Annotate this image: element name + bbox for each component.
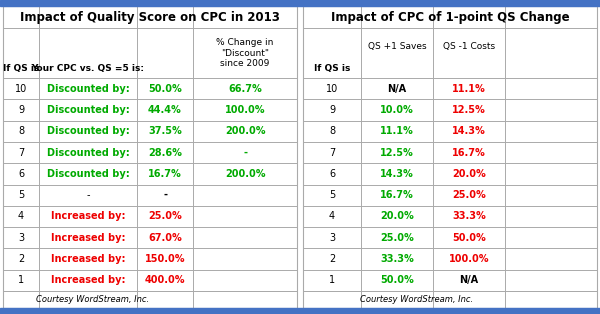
Text: 50.0%: 50.0% xyxy=(148,84,182,94)
Text: 67.0%: 67.0% xyxy=(148,233,182,243)
Text: 4: 4 xyxy=(18,211,24,221)
Text: Increased by:: Increased by: xyxy=(51,254,125,264)
Bar xyxy=(0,0,600,6)
Text: -: - xyxy=(86,190,90,200)
Text: 25.0%: 25.0% xyxy=(380,233,414,243)
Text: Courtesy WordStream, Inc.: Courtesy WordStream, Inc. xyxy=(361,295,473,304)
Text: 6: 6 xyxy=(18,169,24,179)
Text: 4: 4 xyxy=(329,211,335,221)
Text: 3: 3 xyxy=(329,233,335,243)
Text: 37.5%: 37.5% xyxy=(148,126,182,136)
Text: 100.0%: 100.0% xyxy=(449,254,489,264)
Bar xyxy=(303,6,597,308)
Text: If QS is: If QS is xyxy=(314,64,350,73)
Text: 400.0%: 400.0% xyxy=(145,275,185,285)
Text: 100.0%: 100.0% xyxy=(225,105,265,115)
Text: 50.0%: 50.0% xyxy=(380,275,414,285)
Text: N/A: N/A xyxy=(388,84,407,94)
Text: 20.0%: 20.0% xyxy=(452,169,486,179)
Text: 14.3%: 14.3% xyxy=(380,169,414,179)
Text: -: - xyxy=(243,148,247,158)
Text: 5: 5 xyxy=(329,190,335,200)
Text: 10: 10 xyxy=(326,84,338,94)
Text: Discounted by:: Discounted by: xyxy=(47,105,130,115)
Text: Courtesy WordStream, Inc.: Courtesy WordStream, Inc. xyxy=(37,295,149,304)
Text: 12.5%: 12.5% xyxy=(452,105,486,115)
Text: 8: 8 xyxy=(329,126,335,136)
Text: 200.0%: 200.0% xyxy=(225,126,265,136)
Text: 33.3%: 33.3% xyxy=(452,211,486,221)
Text: 12.5%: 12.5% xyxy=(380,148,414,158)
Text: 7: 7 xyxy=(329,148,335,158)
Text: 1: 1 xyxy=(329,275,335,285)
Text: -: - xyxy=(163,190,167,200)
Text: 16.7%: 16.7% xyxy=(380,190,414,200)
Bar xyxy=(3,6,297,308)
Text: 7: 7 xyxy=(18,148,24,158)
Text: 20.0%: 20.0% xyxy=(380,211,414,221)
Text: 33.3%: 33.3% xyxy=(380,254,414,264)
Text: 44.4%: 44.4% xyxy=(148,105,182,115)
Text: 16.7%: 16.7% xyxy=(452,148,486,158)
Text: 50.0%: 50.0% xyxy=(452,233,486,243)
Text: 25.0%: 25.0% xyxy=(148,211,182,221)
Text: Impact of CPC of 1-point QS Change: Impact of CPC of 1-point QS Change xyxy=(331,10,569,24)
Text: % Change in
"Discount"
since 2009: % Change in "Discount" since 2009 xyxy=(217,38,274,68)
Text: 11.1%: 11.1% xyxy=(380,126,414,136)
Text: 9: 9 xyxy=(18,105,24,115)
Text: Increased by:: Increased by: xyxy=(51,211,125,221)
Text: 2: 2 xyxy=(329,254,335,264)
Text: Discounted by:: Discounted by: xyxy=(47,126,130,136)
Text: N/A: N/A xyxy=(460,275,479,285)
Text: 16.7%: 16.7% xyxy=(148,169,182,179)
Text: QS -1 Costs: QS -1 Costs xyxy=(443,42,495,51)
Text: QS +1 Saves: QS +1 Saves xyxy=(368,42,427,51)
Text: Increased by:: Increased by: xyxy=(51,275,125,285)
Text: 9: 9 xyxy=(329,105,335,115)
Text: 3: 3 xyxy=(18,233,24,243)
Text: 5: 5 xyxy=(18,190,24,200)
Text: Your CPC vs. QS =5 is:: Your CPC vs. QS =5 is: xyxy=(32,64,145,73)
Text: Discounted by:: Discounted by: xyxy=(47,169,130,179)
Text: 200.0%: 200.0% xyxy=(225,169,265,179)
Text: 6: 6 xyxy=(329,169,335,179)
Bar xyxy=(0,308,600,314)
Text: 14.3%: 14.3% xyxy=(452,126,486,136)
Text: 11.1%: 11.1% xyxy=(452,84,486,94)
Text: 10.0%: 10.0% xyxy=(380,105,414,115)
Text: 66.7%: 66.7% xyxy=(228,84,262,94)
Text: If QS is: If QS is xyxy=(3,64,39,73)
Text: Increased by:: Increased by: xyxy=(51,233,125,243)
Text: 150.0%: 150.0% xyxy=(145,254,185,264)
Text: 10: 10 xyxy=(15,84,27,94)
Text: 2: 2 xyxy=(18,254,24,264)
Text: 8: 8 xyxy=(18,126,24,136)
Text: 1: 1 xyxy=(18,275,24,285)
Text: Impact of Quality Score on CPC in 2013: Impact of Quality Score on CPC in 2013 xyxy=(20,10,280,24)
Text: Discounted by:: Discounted by: xyxy=(47,84,130,94)
Text: 25.0%: 25.0% xyxy=(452,190,486,200)
Text: 28.6%: 28.6% xyxy=(148,148,182,158)
Text: Discounted by:: Discounted by: xyxy=(47,148,130,158)
